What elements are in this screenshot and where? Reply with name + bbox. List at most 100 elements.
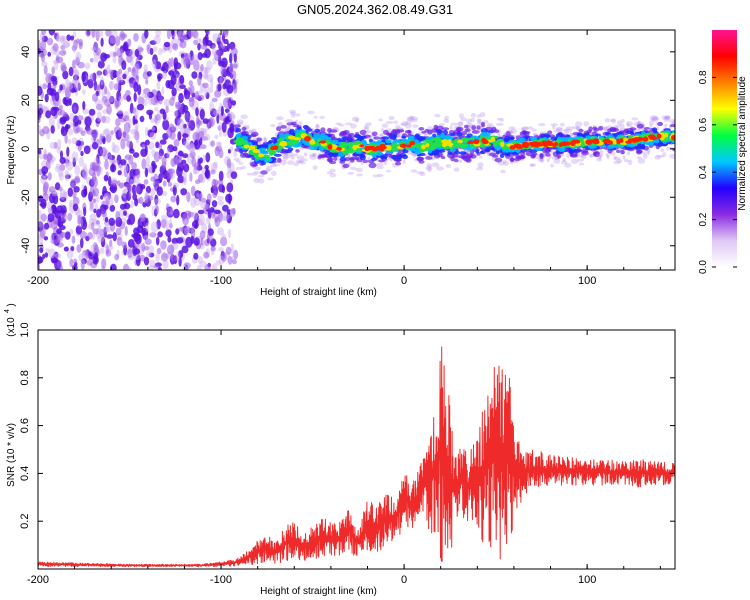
ridge-blob <box>362 159 369 164</box>
noise-blob <box>217 76 224 84</box>
ridge-blob <box>485 132 491 138</box>
noise-blob <box>193 58 200 71</box>
noise-blob <box>108 132 113 139</box>
ridge-blob <box>550 123 559 127</box>
ridge-blob <box>664 115 671 120</box>
ridge-blob <box>306 128 313 132</box>
ridge-blob <box>425 156 433 160</box>
noise-blob <box>132 115 136 126</box>
noise-blob <box>197 43 201 51</box>
ridge-blob <box>520 151 525 157</box>
noise-blob <box>160 252 169 262</box>
ridge-blob <box>372 150 379 154</box>
noise-blob <box>59 188 66 200</box>
ridge-blob <box>264 144 268 148</box>
noise-blob <box>189 172 193 182</box>
ridge-blob <box>547 130 553 135</box>
noise-blob <box>165 219 170 231</box>
noise-blob <box>175 150 179 158</box>
noise-blob <box>222 30 229 35</box>
noise-blob <box>47 82 52 91</box>
ridge-blob <box>359 144 365 148</box>
noise-blob <box>197 52 203 61</box>
halo-blob <box>606 154 610 159</box>
ridge-blob <box>336 147 342 151</box>
noise-blob <box>229 52 233 64</box>
noise-blob <box>53 141 58 149</box>
noise-blob <box>199 230 206 240</box>
noise-blob <box>127 66 132 73</box>
noise-blob <box>123 122 131 134</box>
ridge-blob <box>341 136 349 140</box>
ridge-blob <box>319 115 325 120</box>
ridge-blob <box>440 156 446 159</box>
noise-blob <box>233 79 237 90</box>
noise-blob <box>78 156 84 167</box>
ridge-blob <box>636 136 644 142</box>
ridge-blob <box>295 113 301 117</box>
noise-blob <box>80 130 86 136</box>
noise-blob <box>198 190 202 201</box>
ridge-blob <box>495 122 504 126</box>
ridge-blob <box>537 123 546 127</box>
top-frame <box>37 29 676 271</box>
noise-blob <box>103 192 111 200</box>
ridge-blob <box>532 132 538 136</box>
noise-blob <box>176 166 183 177</box>
noise-blob <box>181 245 189 254</box>
noise-blob <box>110 263 117 270</box>
ridge-blob <box>240 152 247 158</box>
ridge-blob <box>235 141 241 146</box>
ridge-blob <box>522 126 529 130</box>
noise-blob <box>190 197 197 208</box>
noise-blob <box>214 134 219 140</box>
noise-blob <box>193 39 199 45</box>
halo-blob <box>383 160 387 165</box>
ridge-blob <box>473 139 480 145</box>
ridge-blob <box>651 116 659 122</box>
ridge-blob <box>636 123 644 129</box>
ridge-blob <box>363 124 370 129</box>
ridge-blob <box>375 162 384 167</box>
halo-blob <box>622 155 626 160</box>
ridge-blob <box>619 123 625 129</box>
ridge-blob <box>613 157 621 161</box>
noise-blob <box>123 164 129 173</box>
ridge-blob <box>576 132 583 138</box>
ridge-blob <box>642 136 649 142</box>
ridge-blob <box>249 145 256 150</box>
halo-blob <box>304 152 307 157</box>
ridge-blob <box>354 134 361 138</box>
ridge-blob <box>383 129 389 135</box>
ridge-blob <box>461 137 468 142</box>
noise-blob <box>154 116 158 124</box>
noise-blob <box>86 128 94 135</box>
noise-blob <box>226 111 233 117</box>
noise-blob <box>108 80 115 90</box>
noise-blob <box>72 203 79 212</box>
ridge-blob <box>402 154 408 160</box>
ridge-blob <box>540 159 545 163</box>
ridge-blob <box>586 139 591 144</box>
ridge-blob <box>471 130 480 134</box>
noise-blob <box>213 209 221 214</box>
ridge-blob <box>241 165 246 170</box>
noise-blob <box>130 200 134 209</box>
noise-blob <box>200 44 208 50</box>
ridge-blob <box>636 149 643 155</box>
noise-blob <box>100 236 106 248</box>
ridge-blob <box>457 159 463 164</box>
noise-blob <box>193 252 199 260</box>
noise-blob <box>88 251 93 257</box>
noise-blob <box>218 211 223 223</box>
ridge-blob <box>348 156 357 161</box>
noise-blob <box>60 36 66 42</box>
ridge-blob <box>339 157 347 162</box>
noise-blob <box>227 127 234 139</box>
noise-blob <box>104 194 108 202</box>
noise-blob <box>107 196 114 207</box>
noise-blob <box>105 133 112 143</box>
ridge-blob <box>280 125 287 129</box>
ridge-blob <box>376 165 385 170</box>
noise-blob <box>231 259 237 265</box>
